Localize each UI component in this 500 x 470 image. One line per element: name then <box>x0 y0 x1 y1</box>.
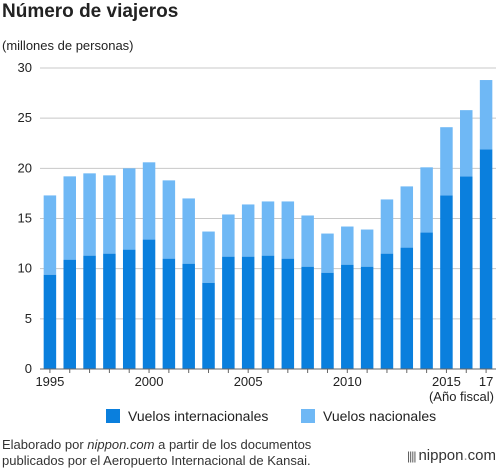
bar-chart: 0 5 10 15 20 25 30 1995 2000 2005 2010 2015 17 <box>18 60 496 389</box>
bar-international-2017 <box>479 149 493 369</box>
bar-international-1997 <box>83 255 96 369</box>
x-tick-label-2005: 2005 <box>234 374 263 389</box>
y-axis-unit-label: (millones de personas) <box>2 38 134 53</box>
bar-domestic-2000 <box>142 162 156 240</box>
y-tick-label-25: 25 <box>18 110 32 125</box>
bar-domestic-2013 <box>400 186 414 248</box>
y-tick-label-30: 30 <box>18 60 32 75</box>
source-site: nippon.com <box>87 437 155 452</box>
y-tick-label-15: 15 <box>18 211 32 226</box>
y-tick-label-10: 10 <box>18 261 32 276</box>
brand-tld: com <box>467 447 496 464</box>
bar-domestic-2004 <box>222 214 235 257</box>
x-tick-label-2010: 2010 <box>333 374 362 389</box>
brand-dot: . <box>463 447 468 464</box>
bar-international-2013 <box>400 247 414 369</box>
brand-name: nippon <box>418 447 464 464</box>
bar-international-2016 <box>460 176 473 369</box>
bar-international-2012 <box>380 253 394 369</box>
legend-item-international: Vuelos internacionales <box>106 408 268 424</box>
chart-title: Número de viajeros <box>2 1 179 22</box>
bar-international-1999 <box>122 249 136 369</box>
bar-international-2011 <box>360 266 374 369</box>
brand-logo: |||| nippon. com <box>407 447 496 464</box>
bar-international-2014 <box>420 232 433 369</box>
bar-domestic-1999 <box>122 168 136 250</box>
bar-domestic-2017 <box>479 80 493 150</box>
bar-domestic-2008 <box>301 215 314 267</box>
bar-international-2009 <box>321 272 334 369</box>
legend-label-domestic: Vuelos nacionales <box>323 408 437 424</box>
bar-domestic-1997 <box>83 173 96 256</box>
y-tick-label-0: 0 <box>25 361 32 376</box>
bar-domestic-2012 <box>380 199 394 254</box>
x-tick-label-2017: 17 <box>479 374 493 389</box>
bar-international-2008 <box>301 266 314 369</box>
bar-domestic-2016 <box>460 110 473 177</box>
bar-domestic-2011 <box>360 229 374 267</box>
bar-international-2007 <box>281 258 295 369</box>
bar-international-1995 <box>43 274 57 369</box>
x-tick-label-2000: 2000 <box>135 374 164 389</box>
legend-swatch-international <box>106 409 120 423</box>
bar-domestic-2009 <box>321 233 334 273</box>
bar-international-1996 <box>63 259 76 369</box>
bar-domestic-2014 <box>420 167 433 233</box>
bar-domestic-2006 <box>261 201 275 256</box>
legend-item-domestic: Vuelos nacionales <box>301 408 436 424</box>
bar-international-2000 <box>142 239 156 369</box>
bar-international-2004 <box>222 256 235 369</box>
bar-domestic-2015 <box>440 127 453 196</box>
bar-domestic-1998 <box>103 175 116 254</box>
legend-swatch-domestic <box>301 409 315 423</box>
bar-domestic-2005 <box>241 204 255 257</box>
bar-domestic-1996 <box>63 176 76 260</box>
brand-mark-icon: |||| <box>406 448 417 463</box>
y-tick-label-5: 5 <box>25 311 32 326</box>
bar-international-2010 <box>341 264 354 369</box>
bar-domestic-2001 <box>162 180 176 259</box>
y-tick-label-20: 20 <box>18 160 32 175</box>
bar-domestic-2010 <box>341 226 354 265</box>
bar-international-2005 <box>241 256 255 369</box>
source-note: Elaborado por nippon.com a partir de los… <box>2 437 342 469</box>
bar-international-2006 <box>261 255 275 369</box>
bar-international-2015 <box>440 195 453 369</box>
legend-label-international: Vuelos internacionales <box>128 408 269 424</box>
bar-international-2003 <box>202 282 215 369</box>
x-tick-label-2015: 2015 <box>432 374 461 389</box>
source-suffix: a partir de los documentos publicados po… <box>2 437 312 468</box>
x-axis-label: (Año fiscal) <box>428 389 494 404</box>
bar-international-2002 <box>182 263 195 369</box>
source-prefix: Elaborado por <box>2 437 88 452</box>
legend: Vuelos internacionales Vuelos nacionales <box>0 408 500 428</box>
x-tick-label-1995: 1995 <box>35 374 64 389</box>
bar-domestic-2007 <box>281 201 295 259</box>
bar-international-1998 <box>103 253 116 369</box>
bar-domestic-2003 <box>202 231 215 283</box>
bar-international-2001 <box>162 258 176 369</box>
bar-domestic-2002 <box>182 198 195 264</box>
bar-domestic-1995 <box>43 195 57 275</box>
